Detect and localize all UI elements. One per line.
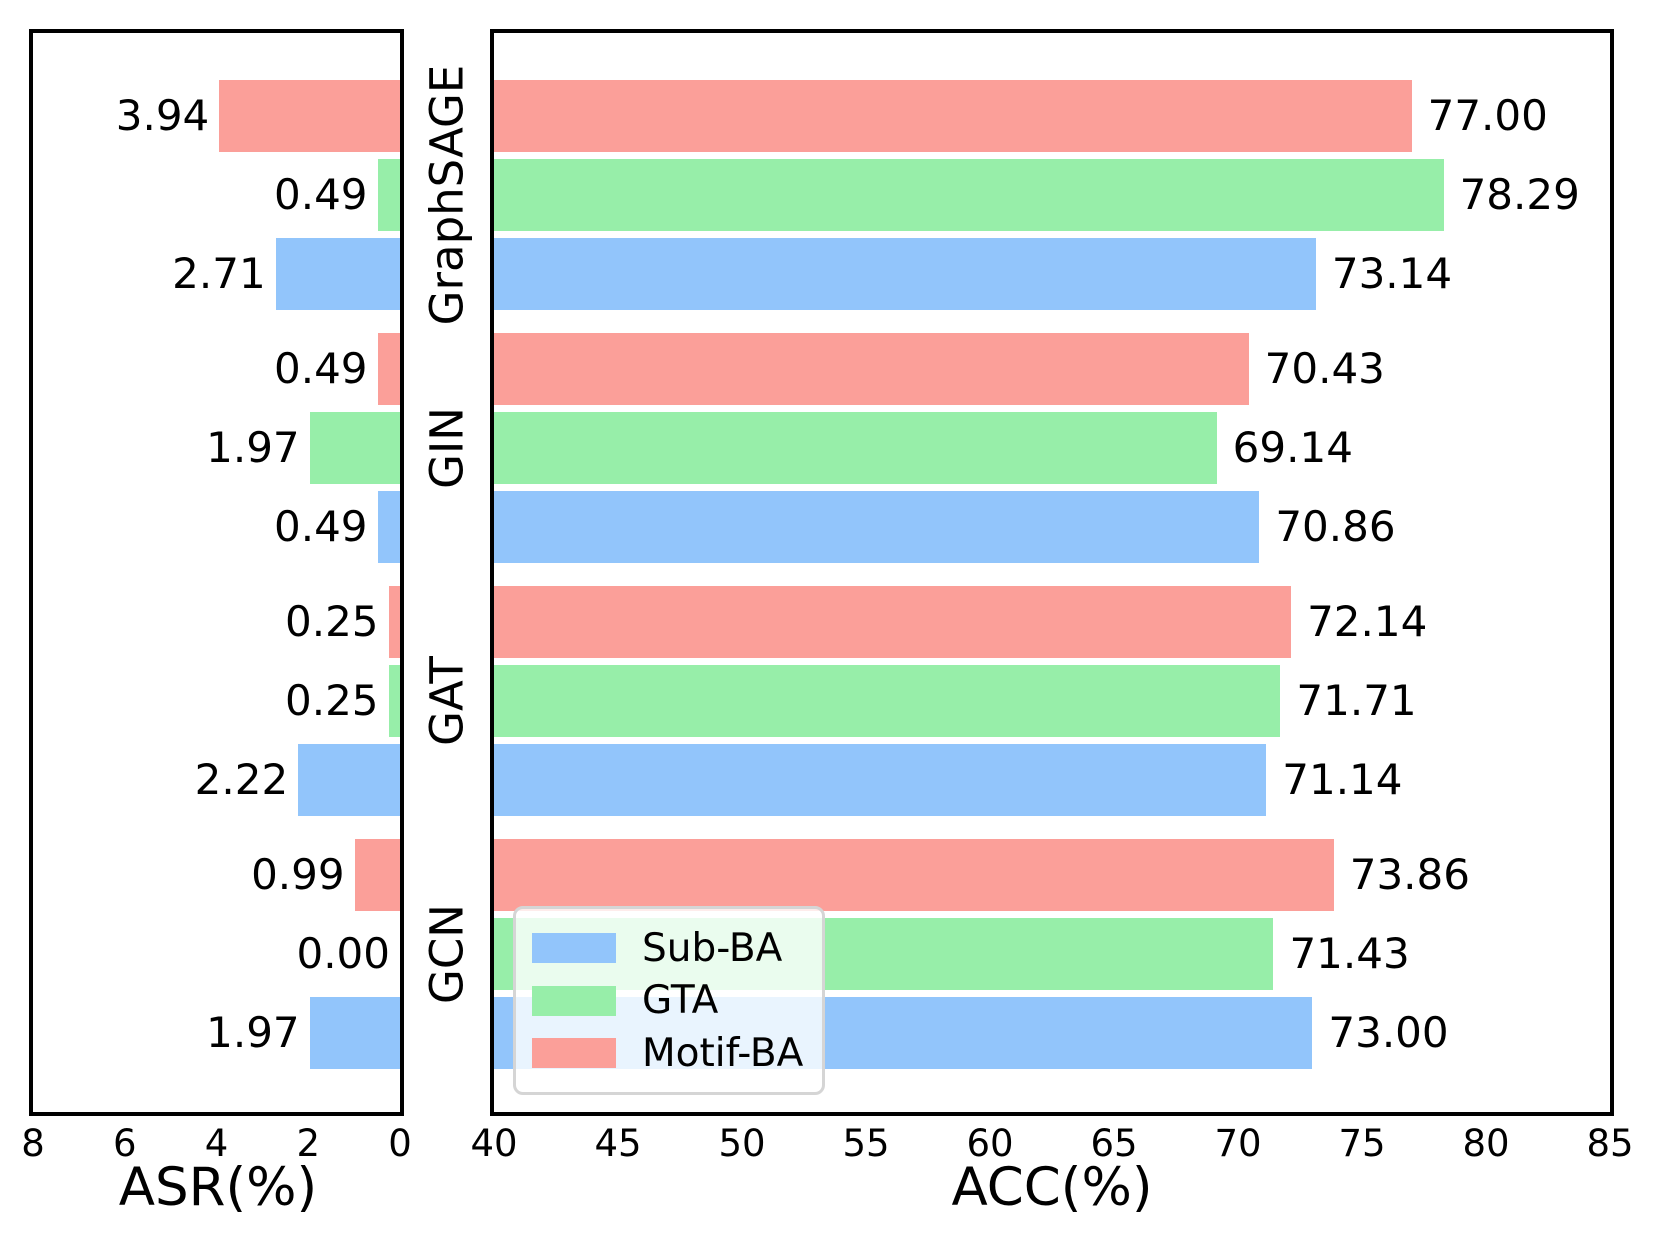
bar-sub-ba-gin-acc [494, 491, 1260, 563]
category-label-gcn: GCN [420, 904, 474, 1004]
bar-motif-ba-graphsage-acc [494, 80, 1412, 152]
x-tick-acc-60: 60 [966, 1122, 1014, 1165]
value-label-gta-gat-asr: 0.25 [285, 676, 379, 725]
x-tick-acc-55: 55 [842, 1122, 890, 1165]
x-tick-asr-4: 4 [204, 1122, 229, 1165]
bar-motif-ba-gat-asr [388, 586, 400, 658]
acc-x-axis-ticks: 40 45 50 55 60 65 70 75 80 85 [470, 1121, 1633, 1167]
legend-label-gta: GTA [642, 978, 719, 1023]
asr-x-axis-ticks: 8 6 4 2 0 [21, 1121, 412, 1167]
legend-label-sub-ba: Sub-BA [642, 925, 783, 971]
value-label-gta-gin-acc: 69.14 [1232, 423, 1353, 472]
value-label-sub-ba-gat-asr: 2.22 [194, 755, 289, 804]
bar-gta-gin-acc [494, 412, 1217, 484]
value-label-sub-ba-gat-acc: 71.14 [1282, 755, 1403, 804]
x-tick-acc-70: 70 [1214, 1122, 1262, 1165]
category-axis: GraphSAGE GIN GAT GCN [404, 0, 490, 1246]
value-label-motif-ba-gat-acc: 72.14 [1307, 597, 1428, 646]
bar-motif-ba-gcn-asr [354, 838, 400, 911]
bar-gta-graphsage-asr [377, 159, 400, 231]
x-tick-acc-50: 50 [718, 1122, 766, 1165]
value-label-gta-gin-asr: 1.97 [206, 423, 300, 472]
value-label-gta-graphsage-acc: 78.29 [1459, 170, 1580, 219]
value-label-sub-ba-graphsage-acc: 73.14 [1331, 249, 1453, 298]
category-label-graphsage: GraphSAGE [420, 64, 474, 326]
acc-plot-area: 77.00 78.29 73.14 70.43 69.14 70.86 72.14 71.71… [494, 33, 1610, 1112]
x-tick-acc-45: 45 [594, 1122, 642, 1165]
value-label-motif-ba-graphsage-asr: 3.94 [115, 91, 210, 140]
value-label-gta-gcn-acc: 71.43 [1289, 929, 1410, 978]
bar-gta-gat-acc [494, 665, 1281, 737]
x-tick-asr-2: 2 [296, 1122, 321, 1165]
bar-gta-gin-asr [309, 412, 400, 484]
value-label-sub-ba-gcn-asr: 1.97 [206, 1008, 300, 1057]
value-label-gta-gcn-asr: 0.00 [296, 929, 390, 978]
asr-plot-area: 3.94 0.49 2.71 0.49 1.97 0.49 0.25 0.25 2.22 0.99… [33, 33, 400, 1112]
acc-axis-label: ACC(%) [951, 1157, 1153, 1218]
value-label-motif-ba-gin-asr: 0.49 [274, 344, 368, 393]
x-tick-acc-80: 80 [1462, 1122, 1510, 1165]
legend-item-gta: GTA [532, 981, 806, 1020]
legend-item-sub-ba: Sub-BA [532, 929, 806, 968]
value-label-motif-ba-graphsage-acc: 77.00 [1427, 91, 1548, 140]
legend-swatch-sub-ba [532, 933, 616, 963]
bar-sub-ba-graphsage-asr [275, 238, 400, 310]
bar-sub-ba-gcn-asr [309, 997, 400, 1069]
value-label-gta-graphsage-asr: 0.49 [274, 170, 368, 219]
legend: Sub-BA GTA Motif-BA [513, 906, 825, 1095]
bar-sub-ba-gat-acc [494, 744, 1267, 816]
value-label-sub-ba-gin-asr: 0.49 [274, 502, 368, 551]
bar-gta-graphsage-acc [494, 159, 1444, 231]
bar-sub-ba-graphsage-acc [494, 238, 1316, 310]
legend-swatch-motif-ba [532, 1038, 616, 1068]
bar-motif-ba-gat-acc [494, 586, 1292, 658]
value-label-sub-ba-graphsage-asr: 2.71 [172, 249, 266, 298]
legend-item-motif-ba: Motif-BA [532, 1034, 806, 1073]
value-label-motif-ba-gin-acc: 70.43 [1264, 344, 1385, 393]
bar-sub-ba-gat-asr [298, 744, 400, 816]
value-label-motif-ba-gat-asr: 0.25 [285, 597, 379, 646]
legend-label-motif-ba: Motif-BA [642, 1030, 804, 1076]
x-tick-asr-8: 8 [21, 1122, 45, 1165]
category-label-gat: GAT [420, 656, 474, 746]
value-label-gta-gat-acc: 71.71 [1296, 676, 1417, 725]
bar-motif-ba-gcn-acc [494, 838, 1334, 911]
bar-sub-ba-gin-asr [377, 491, 400, 563]
bar-motif-ba-gin-acc [494, 333, 1249, 405]
legend-swatch-gta [532, 985, 616, 1016]
bar-motif-ba-gin-asr [377, 333, 400, 405]
value-label-motif-ba-gcn-asr: 0.99 [251, 849, 345, 899]
asr-axis-label: ASR(%) [118, 1157, 318, 1218]
x-tick-acc-85: 85 [1586, 1122, 1634, 1165]
x-tick-acc-40: 40 [470, 1122, 518, 1165]
x-tick-acc-65: 65 [1090, 1122, 1138, 1165]
x-tick-asr-6: 6 [112, 1122, 137, 1165]
category-label-gin: GIN [420, 407, 474, 489]
value-label-sub-ba-gin-acc: 70.86 [1275, 502, 1396, 551]
bar-motif-ba-graphsage-asr [219, 80, 400, 152]
x-tick-asr-0: 0 [388, 1122, 412, 1165]
asr-panel: 3.94 0.49 2.71 0.49 1.97 0.49 0.25 0.25 2.22 0.99… [29, 29, 404, 1116]
x-tick-acc-75: 75 [1338, 1122, 1386, 1165]
bar-gta-gat-asr [388, 665, 400, 737]
value-label-motif-ba-gcn-acc: 73.86 [1349, 849, 1470, 899]
value-label-sub-ba-gcn-acc: 73.00 [1328, 1008, 1449, 1057]
